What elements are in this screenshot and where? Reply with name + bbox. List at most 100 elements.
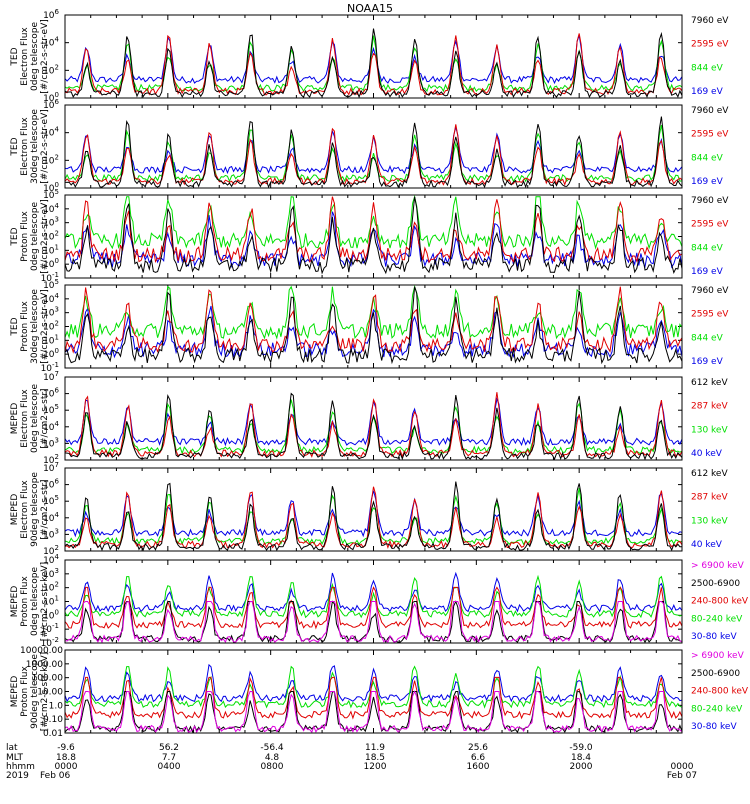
y-tick-label: 102 [43, 63, 59, 76]
y-tick-label: 1000.00 [26, 660, 63, 670]
legend-entry: 7960 eV [691, 106, 729, 116]
legend-entry: 287 keV [691, 402, 728, 412]
y-tick-label: 0.01 [43, 729, 63, 739]
y-tick-label: 104 [43, 202, 59, 215]
y-axis-label-line: [#/cm2-s-str] [40, 479, 50, 539]
panel-3: TED Proton Flux 0deg telescope [#/cm2-s-str… [10, 188, 729, 284]
y-tick-label: 0.10 [43, 715, 63, 725]
y-tick-label: 100 [43, 91, 59, 104]
panel-2: TED Electron Flux 30deg telescope [#/cm2-s-… [10, 98, 729, 194]
legend-entry: 169 eV [691, 87, 724, 97]
panel-6: MEPED Electron Flux 90deg telescope [#/cm2-… [10, 461, 728, 557]
y-axis-label-line: 30deg telescope [30, 109, 40, 184]
series-trace-green [64, 487, 683, 546]
series-trace-black [64, 196, 683, 275]
panel-4: TED Proton Flux 30deg telescope [#/cm2-s-st… [10, 278, 729, 374]
legend-entry: 30-80 keV [691, 722, 737, 732]
x-tick-mlt: 4.8 [265, 753, 280, 763]
y-axis-label-line: MEPED [10, 403, 20, 435]
y-tick-label: 102 [43, 153, 59, 166]
y-axis-label-line: [#/cm2-s-str-keV] [40, 652, 50, 731]
legend-entry: 844 eV [691, 63, 724, 73]
y-tick-label: 104 [43, 420, 59, 433]
legend-entry: 40 keV [691, 449, 723, 459]
x-tick-hhmm: 0000 [671, 762, 694, 772]
series-trace-red [64, 33, 683, 96]
legend-entry: 80-240 keV [691, 614, 743, 624]
panel-frame [64, 14, 683, 99]
y-axis-label-line: [#/cm2-s-str-eV] [40, 199, 50, 274]
x-tick-hhmm: 2000 [570, 762, 593, 772]
x-tick-mlt: 6.6 [471, 753, 486, 763]
legend-entry: 844 eV [691, 333, 724, 343]
legend-entry: 287 keV [691, 493, 728, 503]
legend-entry: 2595 eV [691, 220, 729, 230]
x-tick-lat: 56.2 [159, 743, 179, 753]
panel-frame [64, 467, 683, 552]
y-axis-label-line: Electron Flux [20, 480, 30, 539]
y-tick-label: 102 [43, 320, 59, 333]
series-trace-black [64, 690, 683, 734]
series-trace-black [64, 116, 683, 189]
y-tick-label: 105 [43, 494, 59, 507]
y-tick-label: 102 [43, 581, 59, 594]
x-row-label: hhmm [6, 762, 35, 772]
panel-frame [64, 104, 683, 189]
panel-1: TED Electron Flux 0deg telescope [#/cm2-s-s… [10, 8, 729, 104]
legend-entry: 2500-6900 [691, 579, 740, 589]
y-tick-label: 100.00 [32, 674, 64, 684]
y-tick-label: 100 [43, 181, 59, 194]
y-tick-label: 101 [43, 243, 59, 256]
series-trace-blue [64, 35, 683, 85]
y-tick-label: 106 [43, 8, 59, 21]
legend-entry: 844 eV [691, 153, 724, 163]
y-tick-label: 102 [43, 230, 59, 243]
series-trace-blue [64, 397, 683, 447]
y-tick-label: 101 [43, 333, 59, 346]
y-tick-label: 104 [43, 292, 59, 305]
y-tick-label: 107 [43, 461, 59, 474]
y-axis-label-line: Proton Flux [20, 666, 30, 717]
x-tick-lat: 11.9 [365, 743, 385, 753]
panel-frame [64, 649, 683, 734]
y-tick-label: 1.0 [49, 701, 64, 711]
y-axis-label-line: MEPED [10, 676, 20, 708]
y-tick-label: 105 [43, 403, 59, 416]
x-row-label: 2019 [6, 771, 29, 781]
legend-entry: 612 keV [691, 378, 728, 388]
y-tick-label: 10.00 [37, 688, 63, 698]
legend-entry: 169 eV [691, 267, 724, 277]
series-trace-red [64, 392, 683, 458]
panel-frame [64, 284, 683, 369]
x-tick-mlt: 7.7 [162, 753, 176, 763]
series-trace-red [64, 286, 683, 354]
series-trace-blue [64, 571, 683, 613]
y-axis-label-line: Proton Flux [20, 301, 30, 352]
y-axis-label-line: TED [10, 317, 20, 336]
legend-entry: 2595 eV [691, 40, 729, 50]
y-tick-label: 10-1 [41, 361, 59, 374]
legend-entry: > 6900 keV [691, 651, 745, 661]
y-axis-label-line: [#/cm2-s-str] [40, 388, 50, 448]
x-tick-lat: -9.6 [57, 743, 75, 753]
x-tick-mlt: 18.8 [56, 753, 76, 763]
x-tick-mlt: 18.5 [365, 753, 385, 763]
panel-8: MEPED Proton Flux 90deg telescope [#/cm2-s-… [10, 646, 749, 739]
legend-entry: 7960 eV [691, 196, 729, 206]
y-tick-label: 104 [43, 36, 59, 49]
y-tick-label: 103 [43, 436, 59, 449]
x-tick-date: Feb 06 [40, 771, 71, 781]
y-axis-label-line: TED [10, 47, 20, 66]
legend-entry: 2500-6900 [691, 669, 740, 679]
series-trace-green [64, 399, 683, 455]
series-trace-blue [64, 127, 683, 175]
legend-entry: 130 keV [691, 425, 728, 435]
y-axis-label-line: [#/cm2-s-str-eV] [40, 289, 50, 364]
x-tick-lat: 25.6 [468, 743, 488, 753]
y-axis-label-line: [#/cm2-s-str-keV] [40, 562, 50, 641]
x-tick-date: Feb 07 [667, 771, 697, 781]
series-trace-green [64, 35, 683, 93]
series-trace-green [64, 574, 683, 619]
x-tick-mlt: 18.4 [571, 753, 591, 763]
